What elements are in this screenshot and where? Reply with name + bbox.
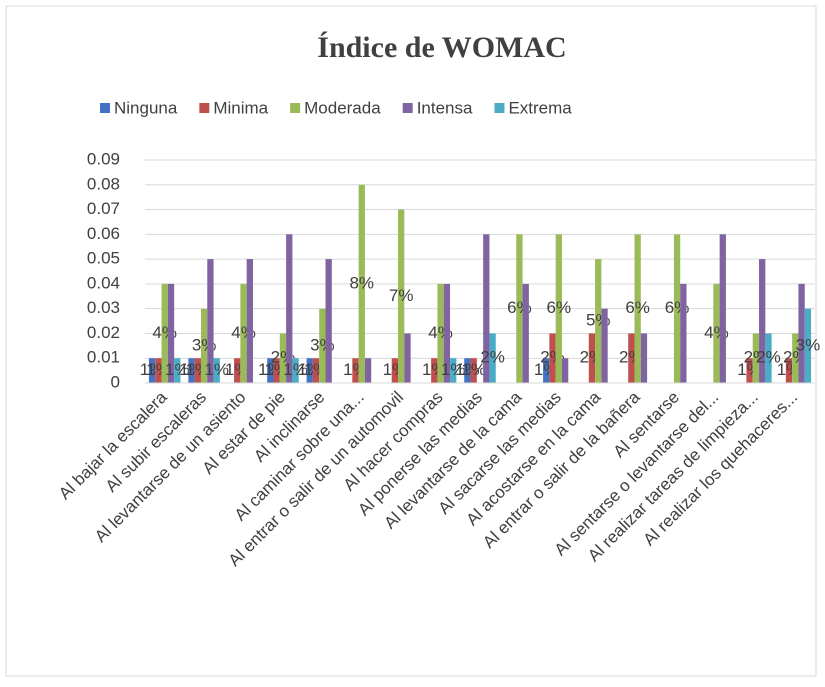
bar (431, 358, 438, 383)
y-tick-label: 0.08 (87, 174, 120, 193)
bar (549, 333, 556, 383)
data-label: 1% (461, 360, 486, 379)
bar (640, 333, 648, 383)
bar (746, 358, 753, 383)
bar (522, 283, 529, 383)
bar (680, 283, 687, 383)
bar (352, 358, 359, 383)
y-tick-label: 0.04 (87, 273, 120, 292)
bar (759, 259, 766, 383)
bar (713, 283, 720, 383)
data-label: 7% (389, 286, 414, 305)
bar (719, 234, 726, 383)
legend-label: Moderada (304, 98, 381, 117)
bar (798, 283, 805, 383)
bar (200, 308, 208, 383)
y-tick-label: 0.07 (87, 199, 120, 218)
bar (588, 333, 596, 383)
bar (246, 259, 253, 383)
legend-label: Ninguna (114, 98, 178, 117)
y-tick-label: 0.01 (87, 348, 120, 367)
bar (167, 283, 175, 383)
bar (804, 308, 812, 383)
bar (437, 283, 444, 383)
bar (161, 283, 168, 383)
bar (516, 234, 523, 383)
bar (450, 358, 457, 383)
data-label: 2% (756, 348, 781, 367)
bar (595, 259, 602, 383)
data-label: 6% (625, 298, 650, 317)
bar (358, 184, 365, 383)
bar (483, 234, 490, 383)
legend-swatch (494, 103, 505, 113)
data-label: 1% (441, 360, 466, 379)
legend-swatch (402, 103, 413, 113)
bar (155, 358, 162, 383)
data-label: 1% (204, 360, 229, 379)
legend-label: Intensa (417, 98, 473, 117)
bar (464, 358, 471, 383)
bar (404, 333, 411, 383)
bar (752, 333, 760, 383)
data-label: 1% (165, 360, 190, 379)
bar (470, 358, 477, 383)
legend-swatch (290, 103, 301, 113)
bar (279, 333, 287, 383)
y-tick-label: 0.05 (87, 249, 120, 268)
y-tick-label: 0.02 (87, 323, 120, 342)
data-label: 2% (480, 348, 505, 367)
bar (148, 358, 156, 383)
bar (286, 234, 293, 383)
bar (240, 283, 247, 383)
bar (561, 358, 569, 383)
bar (765, 333, 772, 383)
bar (543, 358, 550, 383)
data-label: 8% (349, 273, 374, 292)
bar (628, 333, 635, 383)
bar (306, 358, 313, 383)
y-tick-label: 0.09 (87, 149, 120, 168)
chart-title: Índice de WOMAC (317, 31, 566, 64)
bar (785, 358, 793, 383)
legend-label: Extrema (508, 98, 572, 117)
data-label: 6% (547, 298, 572, 317)
data-label: 1% (283, 360, 308, 379)
bar (489, 333, 496, 383)
bar (555, 234, 562, 383)
data-label: 3% (796, 335, 821, 354)
bar (273, 358, 280, 383)
bar (292, 358, 299, 383)
legend-swatch (100, 103, 110, 113)
bar (188, 358, 195, 383)
bar (267, 358, 274, 383)
bar (213, 358, 220, 383)
y-tick-label: 0 (111, 372, 120, 391)
bar (398, 209, 405, 383)
bar (634, 234, 641, 383)
bar (174, 358, 181, 383)
bar (194, 358, 201, 383)
bar (364, 358, 372, 383)
bar (443, 283, 451, 383)
bar (792, 333, 799, 383)
bar (207, 259, 214, 383)
bar (325, 259, 332, 383)
bar (312, 358, 320, 383)
legend-swatch (199, 103, 210, 113)
bar (601, 308, 608, 383)
bar (673, 234, 681, 383)
y-tick-label: 0.03 (87, 298, 120, 317)
bar (319, 308, 326, 383)
legend-label: Minima (213, 98, 268, 117)
y-tick-label: 0.06 (87, 224, 120, 243)
bar (234, 358, 241, 383)
bar (391, 358, 399, 383)
